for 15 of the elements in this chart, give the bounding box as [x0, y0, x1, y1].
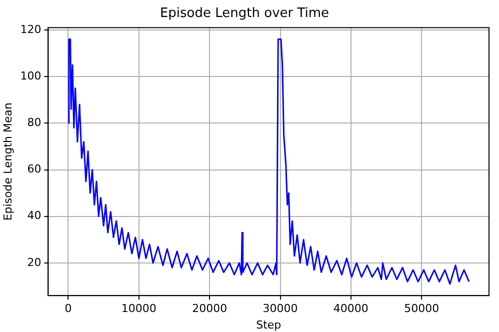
y-tick-label: 100: [20, 69, 42, 82]
y-tick-label: 80: [27, 116, 42, 130]
y-tick-label: 40: [27, 209, 42, 222]
x-tick-label: 10000: [121, 302, 156, 316]
y-tick-label: 60: [27, 162, 42, 176]
x-axis-title: Step: [256, 318, 282, 332]
x-tick-label: 0: [64, 302, 72, 316]
x-tick-label: 40000: [333, 302, 368, 316]
x-tick-label: 30000: [262, 302, 298, 316]
y-tick-label: 120: [20, 22, 42, 36]
y-axis-title: Episode Length Mean: [1, 102, 14, 221]
x-tick-label: 20000: [192, 302, 228, 316]
x-tick-label: 50000: [404, 302, 440, 316]
y-tick-label: 20: [27, 256, 42, 269]
chart-title: Episode Length over Time: [160, 6, 330, 22]
